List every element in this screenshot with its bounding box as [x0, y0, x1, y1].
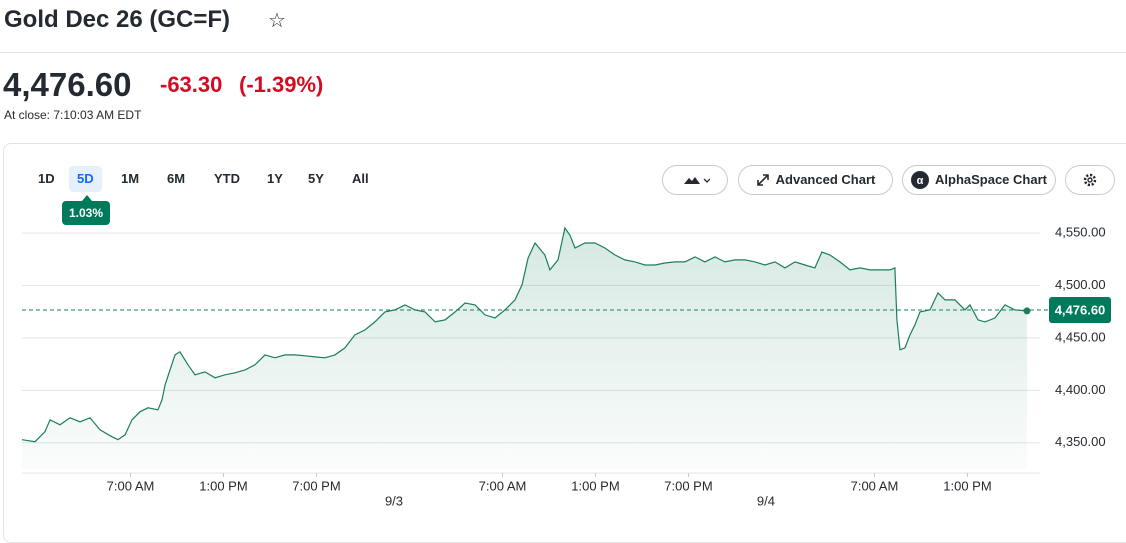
last-price-label: 4,476.60 [1055, 302, 1106, 317]
area [22, 228, 1027, 469]
button-label: AlphaSpace Chart [935, 172, 1047, 187]
watchlist-star[interactable]: ☆ [268, 10, 286, 32]
badge-arrow [82, 195, 92, 201]
chart: 4,550.00 4,500.00 4,450.00 4,400.00 4,350.00… [21, 224, 1111, 508]
y-tick-label: 4,550.00 [1055, 224, 1106, 239]
icon: α [911, 171, 929, 189]
x-tick-label: 7:00 AM [851, 478, 899, 493]
range-change-badge: 1.03% [62, 201, 110, 225]
date-tick-label: 9/4 [757, 493, 775, 508]
x-tick-label: 1:00 PM [943, 478, 991, 493]
advanced-chart-button[interactable]: Advanced Chart [738, 165, 893, 195]
x-tick-label: 7:00 AM [107, 478, 155, 493]
range-tab[interactable]: YTD [214, 171, 240, 186]
y-tick-label: 4,350.00 [1055, 434, 1106, 449]
x-tick-label: 7:00 PM [664, 478, 712, 493]
button-label: Advanced Chart [775, 172, 876, 187]
date-tick-label: 9/3 [385, 493, 403, 508]
price-change: -63.30 [160, 72, 223, 97]
last-point [1023, 307, 1031, 315]
divider [0, 52, 1126, 53]
range-tab[interactable]: 5Y [308, 171, 324, 186]
range-tab[interactable]: 1D [38, 171, 55, 186]
alphaspace-chart-button[interactable]: α AlphaSpace Chart [902, 165, 1056, 195]
range-tab[interactable]: 6M [167, 171, 186, 186]
x-tick-label: 7:00 AM [479, 478, 527, 493]
x-tick-label: 1:00 PM [199, 478, 247, 493]
price-line [21, 226, 1028, 443]
range-tab[interactable]: 1Y [267, 171, 283, 186]
range-tab[interactable]: 5D [69, 166, 102, 192]
chart-type-button[interactable] [662, 165, 728, 195]
svg-text:α: α [917, 175, 924, 187]
price: 4,476.60 [3, 66, 132, 103]
percent-change: (-1.39%) [239, 72, 324, 97]
icon [756, 174, 769, 186]
range-tab[interactable]: All [352, 171, 369, 186]
last-price-box [1049, 296, 1111, 323]
x-tick-label: 1:00 PM [571, 478, 619, 493]
x-tick-label: 7:00 PM [292, 478, 340, 493]
y-tick-label: 4,450.00 [1055, 329, 1106, 344]
icon [684, 177, 710, 184]
close-time: At close: 7:10:03 AM EDT [4, 108, 142, 122]
y-tick-label: 4,500.00 [1055, 277, 1106, 292]
page: Gold Dec 26 (GC=F) ☆ 4,476.60 -63.30 (-1… [0, 6, 1126, 543]
icon [1083, 173, 1097, 187]
title: Gold Dec 26 (GC=F) [4, 6, 231, 33]
settings-button[interactable] [1065, 165, 1115, 195]
y-tick-label: 4,400.00 [1055, 382, 1106, 397]
range-tab[interactable]: 1M [121, 171, 140, 186]
